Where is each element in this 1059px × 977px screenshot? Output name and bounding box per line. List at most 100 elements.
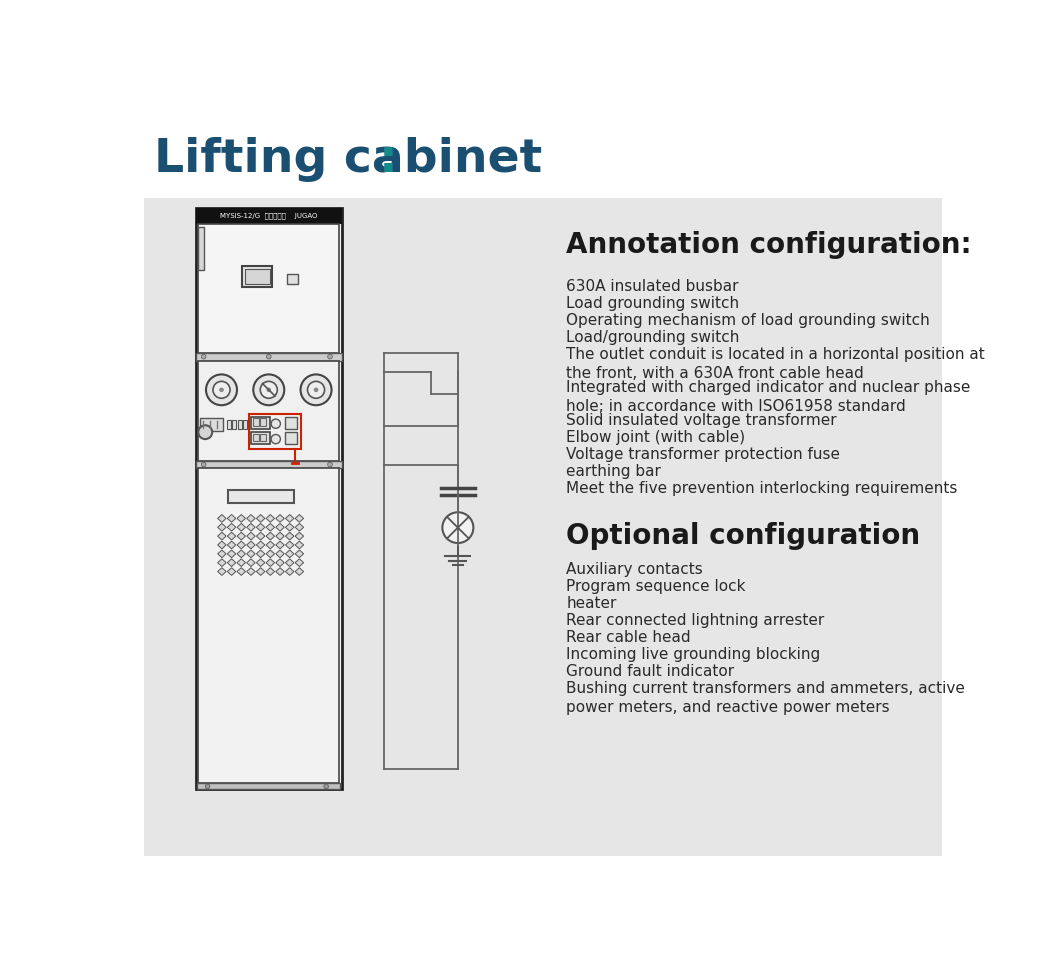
Polygon shape [295, 532, 304, 540]
Polygon shape [266, 524, 274, 531]
Circle shape [313, 388, 319, 392]
Bar [196, 208, 342, 224]
Polygon shape [286, 532, 294, 540]
Bar [196, 461, 342, 468]
Polygon shape [266, 559, 274, 567]
Polygon shape [218, 515, 227, 523]
Polygon shape [286, 559, 294, 567]
Text: Meet the five prevention interlocking requirements: Meet the five prevention interlocking re… [567, 481, 957, 495]
Polygon shape [256, 515, 265, 523]
Polygon shape [295, 568, 304, 575]
Text: Lifting cabinet: Lifting cabinet [154, 137, 542, 182]
Text: Operating mechanism of load grounding switch: Operating mechanism of load grounding sw… [567, 313, 930, 328]
Polygon shape [247, 559, 255, 567]
Text: Load grounding switch: Load grounding switch [567, 296, 739, 311]
Polygon shape [237, 541, 246, 549]
Circle shape [201, 355, 207, 359]
Polygon shape [228, 532, 236, 540]
Polygon shape [275, 515, 284, 523]
Polygon shape [218, 532, 227, 540]
Text: Program sequence lock: Program sequence lock [567, 579, 746, 594]
Text: heater: heater [567, 596, 616, 612]
Polygon shape [228, 568, 236, 575]
Circle shape [207, 374, 237, 405]
Polygon shape [295, 559, 304, 567]
Circle shape [201, 462, 207, 467]
Text: Rear connected lightning arrester: Rear connected lightning arrester [567, 614, 825, 628]
Circle shape [271, 435, 281, 444]
Polygon shape [256, 568, 265, 575]
Polygon shape [228, 524, 236, 531]
Polygon shape [256, 532, 265, 540]
Circle shape [443, 512, 473, 543]
Bar [196, 353, 342, 361]
Polygon shape [218, 559, 227, 567]
Polygon shape [237, 550, 246, 558]
Polygon shape [218, 541, 227, 549]
Polygon shape [256, 541, 265, 549]
Bar [285, 432, 298, 445]
Polygon shape [266, 515, 274, 523]
Bar [249, 413, 302, 449]
Circle shape [327, 462, 333, 467]
Polygon shape [286, 515, 294, 523]
Circle shape [301, 374, 331, 405]
Bar [144, 198, 943, 857]
Polygon shape [275, 524, 284, 531]
Polygon shape [275, 568, 284, 575]
Polygon shape [247, 532, 255, 540]
Text: Incoming live grounding blocking: Incoming live grounding blocking [567, 647, 821, 662]
Polygon shape [247, 541, 255, 549]
Text: Auxiliary contacts: Auxiliary contacts [567, 563, 703, 577]
Polygon shape [295, 524, 304, 531]
Polygon shape [237, 524, 246, 531]
Bar [252, 434, 258, 442]
Bar [243, 266, 272, 287]
Polygon shape [286, 550, 294, 558]
Circle shape [271, 419, 281, 428]
Polygon shape [275, 559, 284, 567]
Text: Solid insulated voltage transformer: Solid insulated voltage transformer [567, 413, 837, 428]
Polygon shape [247, 550, 255, 558]
Polygon shape [286, 568, 294, 575]
Bar [251, 417, 270, 429]
Polygon shape [228, 550, 236, 558]
Text: Integrated with charged indicator and nuclear phase
hole; in accordance with ISO: Integrated with charged indicator and nu… [567, 380, 971, 414]
Text: Ground fault indicator: Ground fault indicator [567, 664, 735, 679]
Bar [261, 418, 267, 426]
Bar [245, 269, 270, 284]
Circle shape [253, 374, 284, 405]
Text: Optional configuration: Optional configuration [567, 523, 920, 550]
Polygon shape [295, 550, 304, 558]
Polygon shape [218, 568, 227, 575]
Bar [261, 434, 267, 442]
Polygon shape [295, 515, 304, 523]
Text: earthing bar: earthing bar [567, 464, 661, 479]
Polygon shape [295, 541, 304, 549]
Polygon shape [218, 550, 227, 558]
Polygon shape [275, 541, 284, 549]
Polygon shape [228, 559, 236, 567]
Polygon shape [256, 524, 265, 531]
Text: :: : [379, 137, 398, 182]
Text: Load/grounding switch: Load/grounding switch [567, 330, 740, 345]
Polygon shape [247, 515, 255, 523]
Circle shape [307, 381, 324, 399]
Bar [251, 432, 270, 445]
Circle shape [267, 388, 271, 392]
Bar [285, 417, 298, 429]
Polygon shape [266, 541, 274, 549]
Bar [198, 228, 203, 270]
Bar [232, 420, 236, 429]
Circle shape [198, 425, 212, 439]
Bar [287, 274, 299, 284]
Circle shape [267, 355, 271, 359]
Polygon shape [286, 524, 294, 531]
Circle shape [324, 785, 328, 788]
Polygon shape [266, 550, 274, 558]
Polygon shape [237, 532, 246, 540]
Polygon shape [286, 541, 294, 549]
Bar [200, 418, 223, 431]
Bar [244, 420, 247, 429]
Polygon shape [228, 541, 236, 549]
